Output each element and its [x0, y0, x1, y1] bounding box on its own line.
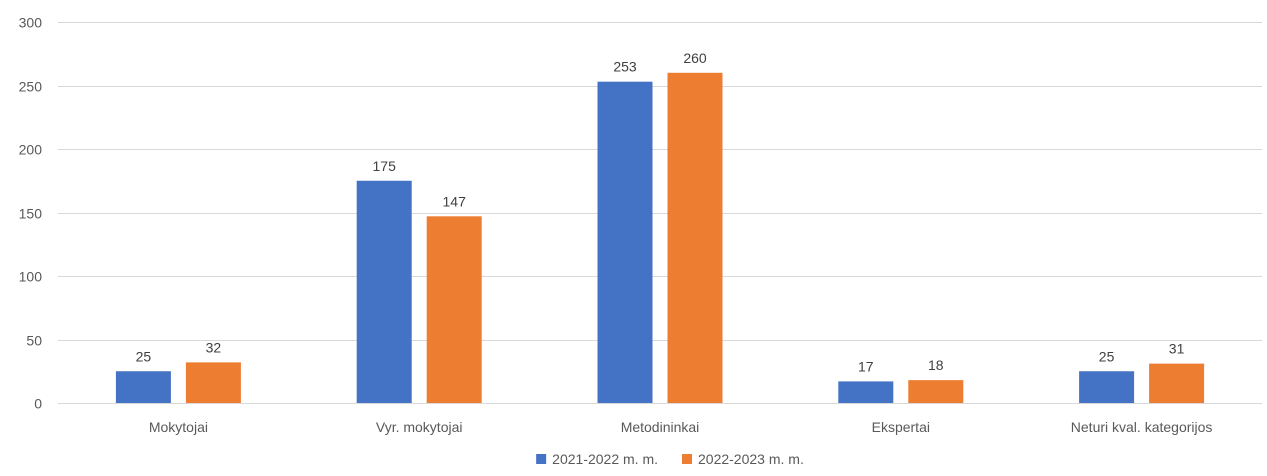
data-label: 175	[373, 158, 397, 174]
category-label: Ekspertai	[872, 419, 930, 435]
data-label: 17	[858, 358, 874, 374]
data-label: 18	[928, 357, 944, 373]
data-label: 147	[443, 193, 467, 209]
category-label: Vyr. mokytojai	[376, 419, 463, 435]
bar-1-2	[356, 180, 412, 403]
legend: 2021-2022 m. m. 2022-2023 m. m.	[536, 451, 804, 467]
bar-1-1	[115, 371, 171, 403]
bar-1-3	[597, 81, 653, 403]
data-label: 253	[613, 59, 637, 75]
bar-1-4	[838, 381, 894, 403]
data-label: 31	[1169, 341, 1185, 357]
y-tick-label: 200	[19, 142, 43, 158]
data-label: 25	[136, 348, 152, 364]
legend-swatch-1	[536, 454, 547, 464]
legend-label-1: 2021-2022 m. m.	[552, 451, 658, 467]
bar-2-3	[667, 72, 723, 404]
gridlines	[58, 22, 1262, 404]
data-labels: 25 32 175 147 253 260 17 18 25 31	[136, 50, 1185, 375]
y-tick-label: 100	[19, 269, 43, 285]
category-label: Mokytojai	[149, 419, 208, 435]
data-label: 25	[1099, 348, 1115, 364]
y-tick-label: 250	[19, 79, 43, 95]
x-axis-categories: Mokytojai Vyr. mokytojai Metodininkai Ekspe…	[149, 419, 1213, 435]
legend-label-2: 2022-2023 m. m.	[698, 451, 804, 467]
category-label: Neturi kval. kategorijos	[1071, 419, 1213, 435]
bar-1-5	[1079, 371, 1135, 403]
bars	[115, 72, 1205, 404]
data-label: 260	[683, 50, 707, 66]
y-axis-ticks: 0 50 100 150 200 250 300	[19, 15, 43, 412]
legend-swatch-2	[682, 454, 692, 464]
bar-2-1	[185, 362, 241, 403]
category-label: Metodininkai	[621, 419, 700, 435]
bar-2-4	[908, 380, 964, 403]
data-label: 32	[206, 339, 222, 355]
y-tick-label: 300	[19, 15, 43, 31]
bar-2-2	[426, 216, 482, 403]
y-tick-label: 0	[34, 396, 42, 412]
bar-2-5	[1149, 363, 1205, 403]
y-tick-label: 50	[26, 333, 42, 349]
y-tick-label: 150	[19, 206, 43, 222]
